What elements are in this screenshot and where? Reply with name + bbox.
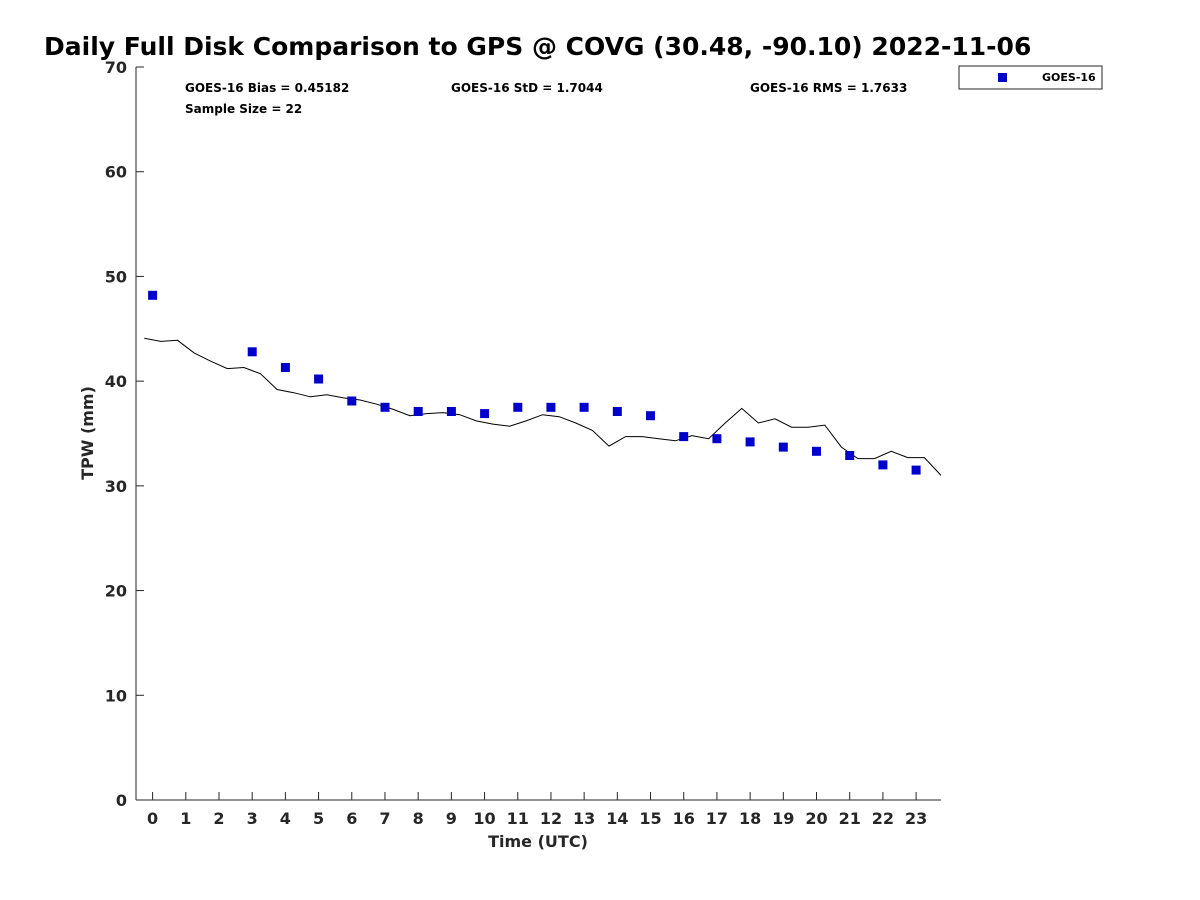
legend-label-goes16: GOES-16 bbox=[1042, 71, 1096, 84]
goes16-data-point bbox=[712, 434, 722, 444]
goes16-data-point bbox=[314, 374, 324, 384]
sample-size-stat: Sample Size = 22 bbox=[185, 102, 302, 116]
x-tick-label: 15 bbox=[639, 809, 661, 828]
y-tick-label: 30 bbox=[105, 477, 127, 496]
y-tick-label: 10 bbox=[105, 686, 127, 705]
y-tick-group: 0 10 20 30 40 50 60 70 bbox=[105, 58, 144, 810]
goes16-data-point bbox=[413, 407, 423, 416]
y-tick-label: 70 bbox=[105, 58, 127, 77]
y-axis-label: TPW (mm) bbox=[78, 386, 97, 480]
goes16-data-point bbox=[380, 402, 390, 412]
x-tick-label: 5 bbox=[313, 809, 324, 828]
legend-marker bbox=[998, 73, 1007, 82]
x-tick-group: 0 1 2 3 4 5 6 7 8 9 10 11 12 13 14 15 16 17 18 19 20 21 22 23 bbox=[147, 792, 927, 828]
x-tick-label: 22 bbox=[872, 809, 894, 828]
goes16-data-point bbox=[247, 347, 257, 357]
y-tick-label: 50 bbox=[105, 267, 127, 286]
x-tick-label: 10 bbox=[473, 809, 495, 828]
goes16-data-point bbox=[513, 402, 523, 412]
x-axis-label: Time (UTC) bbox=[488, 832, 588, 851]
x-tick-label: 18 bbox=[739, 809, 761, 828]
x-tick-label: 11 bbox=[507, 809, 529, 828]
x-tick-label: 8 bbox=[413, 809, 424, 828]
x-tick-label: 13 bbox=[573, 809, 595, 828]
x-tick-label: 6 bbox=[346, 809, 357, 828]
std-stat: GOES-16 StD = 1.7044 bbox=[451, 81, 603, 95]
y-tick-label: 0 bbox=[116, 791, 127, 810]
x-tick-label: 21 bbox=[839, 809, 861, 828]
x-tick-label: 20 bbox=[805, 809, 827, 828]
goes16-data-point bbox=[812, 446, 821, 456]
goes16-data-point bbox=[148, 290, 158, 300]
x-tick-label: 1 bbox=[180, 809, 191, 828]
goes16-data-point bbox=[480, 409, 490, 419]
y-tick-label: 20 bbox=[105, 582, 127, 601]
x-tick-label: 23 bbox=[905, 809, 927, 828]
x-tick-label: 16 bbox=[673, 809, 695, 828]
y-tick-label: 60 bbox=[105, 163, 127, 182]
chart-title: Daily Full Disk Comparison to GPS @ COVG… bbox=[44, 32, 1031, 61]
rms-stat: GOES-16 RMS = 1.7633 bbox=[750, 81, 907, 95]
gps-line-series bbox=[144, 337, 942, 476]
x-tick-label: 12 bbox=[540, 809, 562, 828]
x-tick-label: 7 bbox=[379, 809, 390, 828]
legend-box bbox=[958, 65, 1103, 90]
goes16-data-point bbox=[546, 402, 556, 412]
legend: GOES-16 bbox=[958, 65, 1103, 90]
x-tick-label: 3 bbox=[247, 809, 258, 828]
goes16-data-point bbox=[778, 442, 788, 452]
y-tick-label: 40 bbox=[105, 372, 127, 391]
goes16-data-point bbox=[646, 411, 655, 421]
x-tick-label: 14 bbox=[606, 809, 628, 828]
x-tick-label: 2 bbox=[213, 809, 224, 828]
goes16-point-series bbox=[148, 290, 921, 475]
goes16-data-point bbox=[845, 451, 855, 460]
goes16-data-point bbox=[347, 396, 357, 406]
goes16-data-point bbox=[911, 465, 921, 475]
goes16-data-point bbox=[745, 437, 755, 447]
bias-stat: GOES-16 Bias = 0.45182 bbox=[185, 81, 349, 95]
goes16-data-point bbox=[878, 460, 888, 470]
goes16-data-point bbox=[679, 432, 689, 442]
x-tick-label: 9 bbox=[446, 809, 457, 828]
goes16-data-point bbox=[280, 363, 290, 372]
x-tick-label: 19 bbox=[772, 809, 794, 828]
x-tick-label: 0 bbox=[147, 809, 158, 828]
goes16-data-point bbox=[579, 402, 589, 412]
x-tick-label: 4 bbox=[280, 809, 291, 828]
gps-line bbox=[144, 337, 942, 476]
goes16-data-point bbox=[612, 407, 622, 416]
x-tick-label: 17 bbox=[706, 809, 728, 828]
goes16-data-point bbox=[446, 407, 456, 416]
